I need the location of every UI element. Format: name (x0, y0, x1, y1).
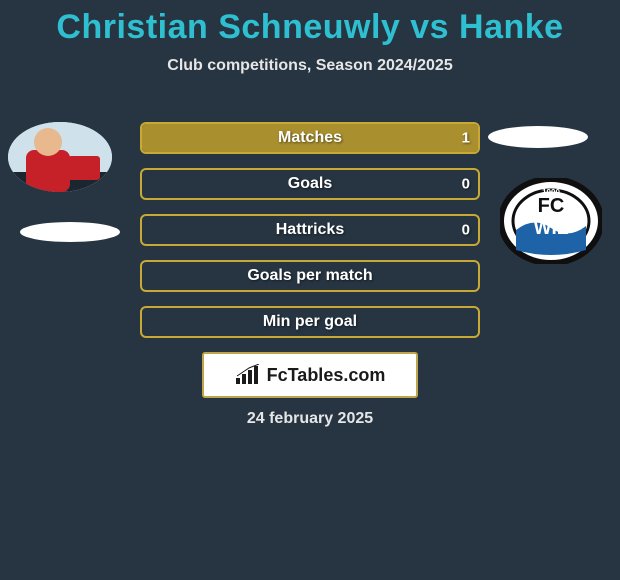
footer-date: 24 february 2025 (0, 410, 620, 428)
fctables-label: FcTables.com (267, 365, 386, 386)
stat-row-hattricks: Hattricks0 (140, 214, 480, 246)
stat-label: Goals per match (142, 267, 478, 285)
stat-label: Goals (142, 175, 478, 193)
stat-label: Matches (142, 129, 478, 147)
club-left-placeholder (20, 222, 120, 242)
stat-row-matches: Matches1 (140, 122, 480, 154)
stat-value: 0 (462, 222, 470, 239)
comparison-card: Christian Schneuwly vs Hanke Club compet… (0, 0, 620, 580)
stat-row-min-per-goal: Min per goal (140, 306, 480, 338)
svg-text:1900: 1900 (542, 188, 560, 197)
stat-label: Min per goal (142, 313, 478, 331)
stat-value: 1 (462, 130, 470, 147)
stat-value: 0 (462, 176, 470, 193)
player-left-avatar (8, 122, 112, 192)
page-title: Christian Schneuwly vs Hanke (0, 0, 620, 47)
stat-bars: Matches1Goals0Hattricks0Goals per matchM… (140, 122, 480, 352)
club-right-badge-svg: FC WIL 1900 (500, 178, 602, 264)
player-left-avatar-svg (8, 122, 112, 192)
bars-icon (235, 364, 261, 386)
stat-row-goals-per-match: Goals per match (140, 260, 480, 292)
svg-text:WIL: WIL (534, 218, 569, 239)
stat-row-goals: Goals0 (140, 168, 480, 200)
fctables-plaque[interactable]: FcTables.com (202, 352, 418, 398)
stat-label: Hattricks (142, 221, 478, 239)
svg-text:FC: FC (538, 195, 565, 217)
player-right-placeholder (488, 126, 588, 148)
season-subtitle: Club competitions, Season 2024/2025 (0, 57, 620, 75)
club-right-badge: FC WIL 1900 (500, 178, 602, 264)
